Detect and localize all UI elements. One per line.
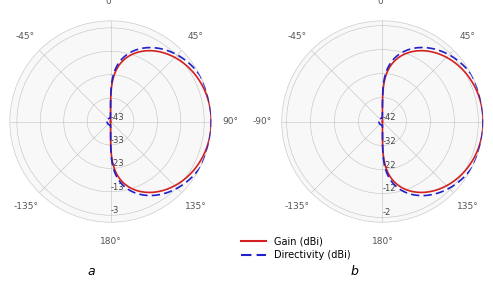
Text: b: b	[351, 265, 359, 277]
Text: a: a	[87, 265, 95, 277]
Legend: Gain (dBi), Directivity (dBi): Gain (dBi), Directivity (dBi)	[238, 232, 354, 264]
